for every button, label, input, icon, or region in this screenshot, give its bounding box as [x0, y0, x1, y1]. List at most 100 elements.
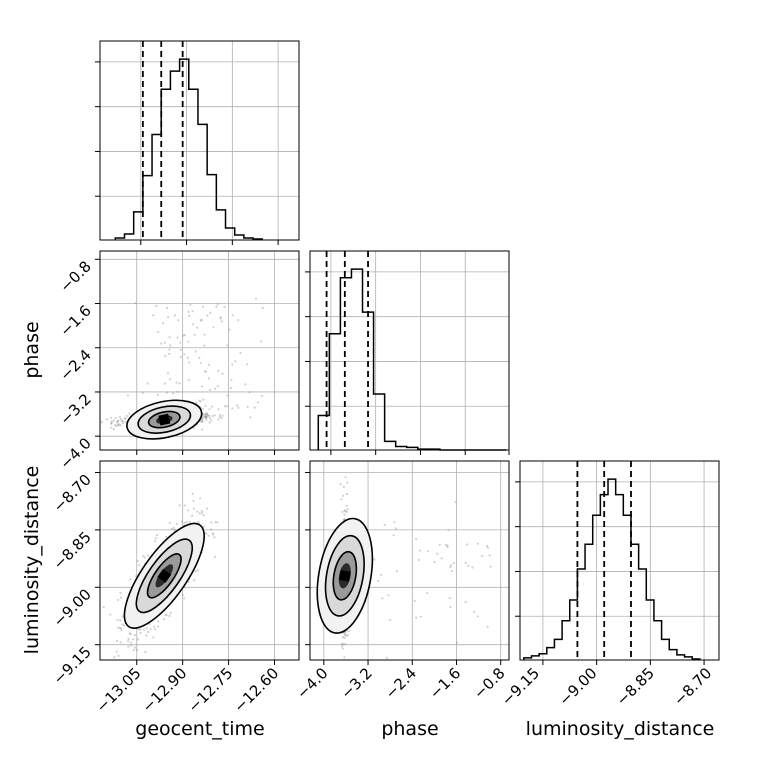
- scatter-point: [187, 340, 190, 343]
- scatter-point: [134, 575, 137, 578]
- scatter-point: [219, 316, 222, 319]
- scatter-point: [246, 363, 249, 366]
- x-tick-label: −8.70: [670, 664, 715, 709]
- scatter-point: [175, 381, 178, 384]
- scatter-point: [346, 508, 349, 511]
- scatter-point: [204, 412, 208, 416]
- scatter-point: [124, 420, 127, 423]
- scatter-point: [481, 554, 484, 557]
- x-tick-label: −4.0: [293, 664, 331, 702]
- scatter-point: [348, 630, 351, 633]
- scatter-point: [165, 391, 168, 394]
- scatter-point: [168, 348, 171, 351]
- scatter-point: [145, 634, 148, 637]
- scatter-point: [192, 507, 196, 510]
- y-tick-label: −9.00: [50, 585, 95, 630]
- scatter-point: [204, 416, 207, 419]
- scatter-point: [341, 510, 344, 513]
- scatter-point: [123, 417, 126, 420]
- scatter-point: [381, 597, 384, 600]
- scatter-point: [183, 353, 186, 356]
- scatter-point: [223, 405, 227, 408]
- scatter-point: [152, 314, 155, 317]
- scatter-point: [177, 319, 180, 322]
- scatter-point: [393, 521, 396, 524]
- scatter-point: [167, 315, 170, 319]
- scatter-point: [205, 416, 208, 419]
- scatter-point: [341, 636, 344, 639]
- scatter-point: [340, 642, 343, 646]
- scatter-point: [450, 569, 453, 573]
- scatter-point: [139, 631, 142, 635]
- scatter-point: [454, 501, 457, 504]
- scatter-point: [210, 521, 213, 524]
- scatter-point: [152, 636, 155, 639]
- scatter-point: [110, 416, 113, 419]
- scatter-point: [117, 654, 120, 658]
- scatter-point: [116, 420, 120, 423]
- scatter-point: [136, 638, 140, 641]
- scatter-point: [200, 428, 204, 431]
- scatter-point: [187, 310, 190, 313]
- scatter-point: [426, 550, 429, 553]
- scatter-point: [260, 340, 263, 343]
- scatter-point: [147, 630, 150, 634]
- scatter-point: [195, 401, 198, 404]
- scatter-point: [216, 521, 219, 524]
- scatter-point: [344, 634, 347, 637]
- scatter-point: [198, 399, 201, 402]
- scatter-point: [139, 628, 142, 631]
- scatter-point: [198, 512, 201, 515]
- scatter-point: [343, 509, 346, 512]
- scatter-point: [137, 628, 140, 631]
- scatter-point: [205, 418, 208, 422]
- scatter-point: [341, 645, 344, 648]
- scatter-point: [221, 372, 224, 375]
- scatter-point: [226, 344, 229, 347]
- scatter-point: [119, 596, 122, 599]
- scatter-point: [125, 414, 128, 418]
- scatter-point: [201, 417, 204, 420]
- scatter-point: [147, 554, 150, 557]
- scatter-point: [118, 626, 122, 629]
- scatter-point: [121, 623, 124, 626]
- scatter-point: [201, 417, 204, 420]
- scatter-point: [219, 317, 222, 320]
- scatter-point: [169, 378, 172, 381]
- scatter-point: [344, 509, 347, 513]
- density-contours: [123, 522, 205, 629]
- scatter-point: [202, 415, 205, 418]
- scatter-point: [109, 613, 112, 616]
- scatter-point: [163, 341, 166, 344]
- scatter-point: [440, 557, 443, 560]
- histogram-phase: [305, 250, 510, 455]
- scatter-point: [201, 420, 204, 423]
- scatter-point: [118, 415, 122, 418]
- x-axis-title: luminosity_distance: [526, 718, 715, 740]
- scatter-point: [183, 597, 186, 600]
- panel-frame: [99, 460, 300, 661]
- x-tick-label: −9.15: [498, 664, 543, 709]
- scatter-point: [438, 543, 441, 546]
- x-tick-label: −8.85: [613, 664, 658, 709]
- scatter-point: [204, 370, 207, 373]
- scatter-point: [166, 371, 170, 374]
- scatter-point: [476, 542, 479, 545]
- scatter-point: [344, 643, 347, 646]
- y-tick-label: −3.2: [56, 390, 94, 428]
- scatter-point: [172, 392, 175, 395]
- scatter-point: [216, 303, 219, 306]
- scatter-point: [157, 331, 160, 334]
- scatter-point: [181, 593, 184, 596]
- scatter-point: [419, 615, 423, 618]
- scatter-point: [130, 644, 133, 647]
- scatter-point: [191, 310, 194, 313]
- scatter-panel-geocent-time-vs-luminosity-distance: [95, 460, 300, 665]
- y-axis-title: luminosity_distance: [21, 466, 43, 655]
- scatter-point: [249, 416, 252, 419]
- scatter-point: [426, 592, 429, 595]
- scatter-point: [204, 370, 207, 373]
- histogram-luminosity-distance: [515, 460, 720, 665]
- scatter-point: [193, 333, 196, 336]
- scatter-point: [452, 562, 455, 565]
